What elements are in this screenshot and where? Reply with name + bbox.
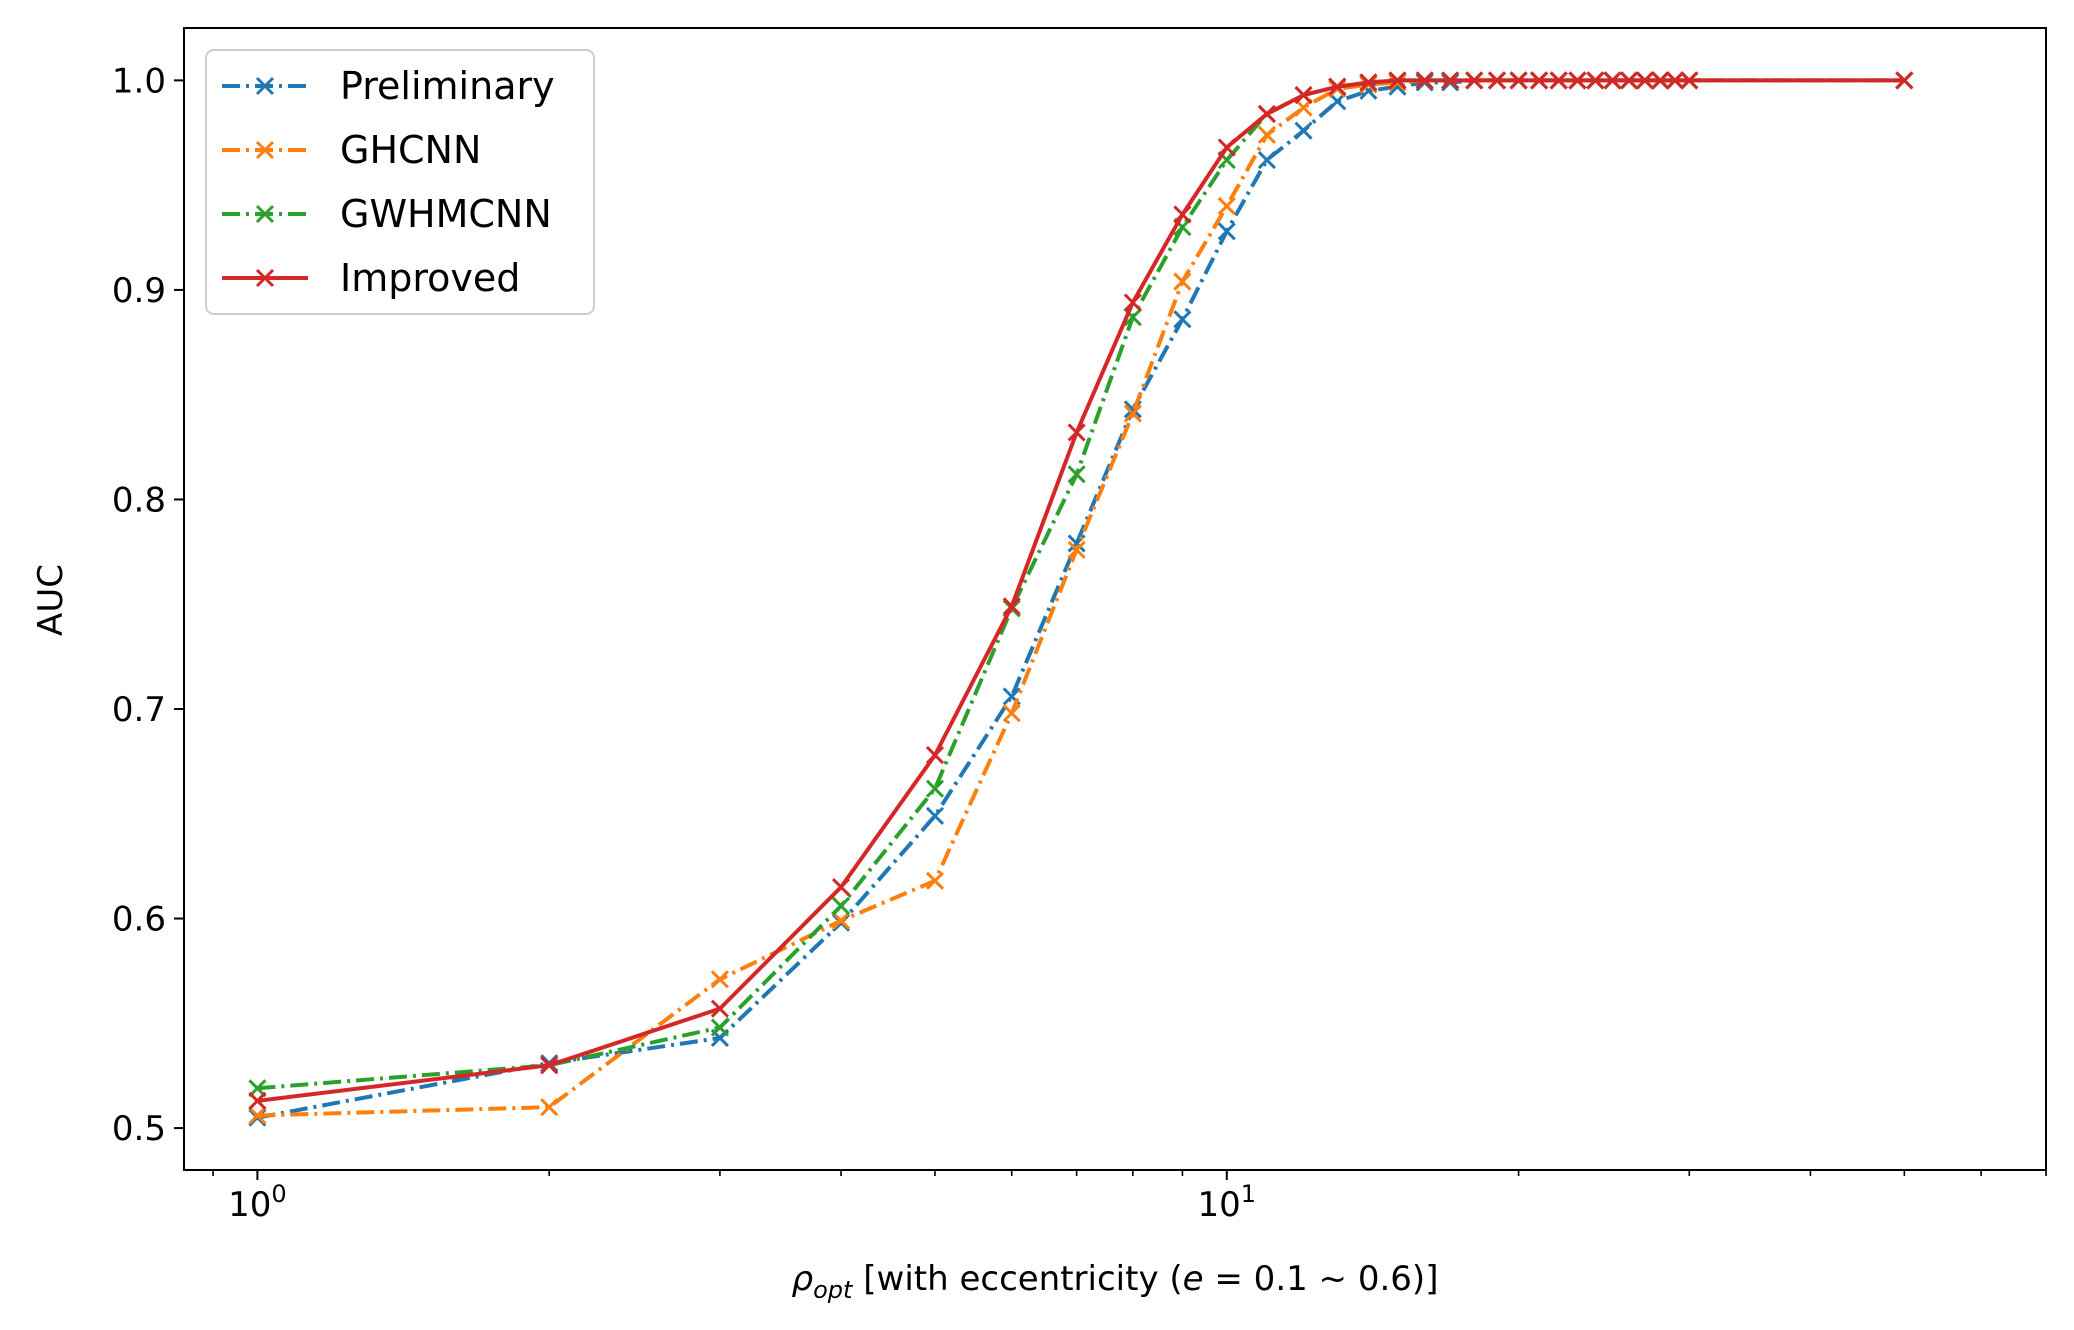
legend-marker-sample xyxy=(255,268,275,288)
data-point-marker xyxy=(540,1056,559,1075)
data-point-marker xyxy=(1067,465,1086,484)
data-point-marker xyxy=(1359,81,1378,100)
y-tick-label: 0.5 xyxy=(112,1109,166,1149)
y-axis: 0.5 0.6 0.7 0.8 0.9 1.0 xyxy=(112,61,184,1149)
data-point-marker xyxy=(1549,71,1568,90)
data-point-marker xyxy=(710,970,729,989)
legend-item-preliminary: Preliminary xyxy=(222,64,555,108)
data-point-marker xyxy=(1217,197,1236,216)
series-layer xyxy=(248,71,1914,1127)
data-point-marker xyxy=(1257,125,1276,144)
data-point-marker xyxy=(1359,73,1378,92)
data-point-marker xyxy=(1257,104,1276,123)
data-point-marker xyxy=(831,911,851,930)
x-tick-label-exponent: 0 xyxy=(271,1180,286,1208)
x-tick-label-exponent: 1 xyxy=(1241,1180,1256,1208)
y-tick-label: 1.0 xyxy=(112,61,166,101)
data-point-marker xyxy=(1257,150,1276,170)
legend-marker-sample xyxy=(255,140,275,160)
y-tick-label: 0.7 xyxy=(112,690,166,730)
data-point-marker xyxy=(925,779,945,798)
legend-item-improved: Improved xyxy=(222,256,520,300)
legend-label: Improved xyxy=(340,256,520,300)
x-axis-label-middle: [with eccentricity ( xyxy=(852,1259,1182,1299)
data-point-marker xyxy=(1173,310,1192,329)
data-point-marker xyxy=(1651,71,1670,90)
data-point-marker xyxy=(540,1098,559,1117)
data-point-marker xyxy=(1173,272,1192,291)
legend-item-gwhmcnn: GWHMCNN xyxy=(222,192,552,236)
x-axis-label-e: e xyxy=(1183,1259,1204,1299)
data-point-marker xyxy=(1067,423,1086,442)
data-point-marker xyxy=(1487,71,1507,90)
data-point-marker xyxy=(1895,71,1914,90)
legend-item-ghcnn: GHCNN xyxy=(222,128,481,172)
data-point-marker xyxy=(1441,71,1460,90)
x-tick-label: 100 xyxy=(228,1180,287,1225)
y-axis-label: AUC xyxy=(31,564,71,636)
legend-marker-sample xyxy=(255,204,275,224)
legend-entries: Preliminary GHCNN GWHMCNN Improved xyxy=(222,64,555,300)
data-point-marker xyxy=(1530,71,1549,90)
data-point-marker xyxy=(1603,71,1622,90)
data-point-marker xyxy=(1680,71,1699,90)
y-tick-label: 0.6 xyxy=(112,900,166,940)
legend: Preliminary GHCNN GWHMCNN Improved xyxy=(205,49,595,315)
data-point-marker xyxy=(831,878,851,897)
data-point-marker xyxy=(925,746,945,765)
data-point-marker xyxy=(831,896,851,916)
x-axis-label-tail: = 0.1 ~ 0.6)] xyxy=(1204,1259,1439,1299)
legend-marker-sample xyxy=(255,76,275,96)
x-axis-label-rho: ρ xyxy=(792,1259,814,1299)
data-point-marker xyxy=(1217,138,1236,157)
x-tick-label-base: 10 xyxy=(228,1185,271,1225)
data-point-marker xyxy=(710,999,729,1018)
data-point-marker xyxy=(1294,121,1313,140)
data-point-marker xyxy=(1465,71,1484,90)
legend-box xyxy=(205,49,595,315)
legend-label: Preliminary xyxy=(340,64,555,108)
x-tick-label: 101 xyxy=(1198,1180,1257,1225)
data-point-marker xyxy=(1123,404,1142,423)
legend-label: GHCNN xyxy=(340,128,481,172)
data-point-marker xyxy=(1173,205,1192,224)
data-point-marker xyxy=(925,871,945,890)
data-point-marker xyxy=(1665,71,1685,90)
data-point-marker xyxy=(1619,71,1639,90)
plot-frame xyxy=(183,27,2047,1171)
data-point-marker xyxy=(1586,71,1605,90)
data-point-marker xyxy=(1123,293,1142,312)
data-point-marker xyxy=(925,806,945,825)
data-point-marker xyxy=(710,1018,729,1037)
x-axis-label-subscript: opt xyxy=(813,1276,854,1304)
data-point-marker xyxy=(1509,71,1528,90)
data-point-marker xyxy=(1002,597,1021,616)
data-point-marker xyxy=(1328,77,1347,96)
data-point-marker xyxy=(248,1091,267,1110)
data-point-marker xyxy=(1067,540,1086,559)
x-tick-label-base: 10 xyxy=(1198,1185,1241,1225)
data-point-marker xyxy=(1388,71,1407,90)
y-tick-label: 0.8 xyxy=(112,480,166,520)
x-axis-label: ρopt [with eccentricity (e = 0.1 ~ 0.6)] xyxy=(792,1259,1439,1304)
data-point-marker xyxy=(1002,704,1021,723)
data-point-marker xyxy=(248,1106,267,1125)
legend-label: GWHMCNN xyxy=(340,192,552,236)
data-point-marker xyxy=(1635,71,1654,90)
data-point-marker xyxy=(1294,85,1313,105)
data-point-marker xyxy=(1568,71,1587,90)
data-point-marker xyxy=(1217,222,1236,241)
y-tick-label: 0.9 xyxy=(112,271,166,311)
series-improved xyxy=(248,71,1914,1110)
data-point-marker xyxy=(1415,71,1434,90)
x-axis: 100 101 xyxy=(212,1170,2047,1225)
